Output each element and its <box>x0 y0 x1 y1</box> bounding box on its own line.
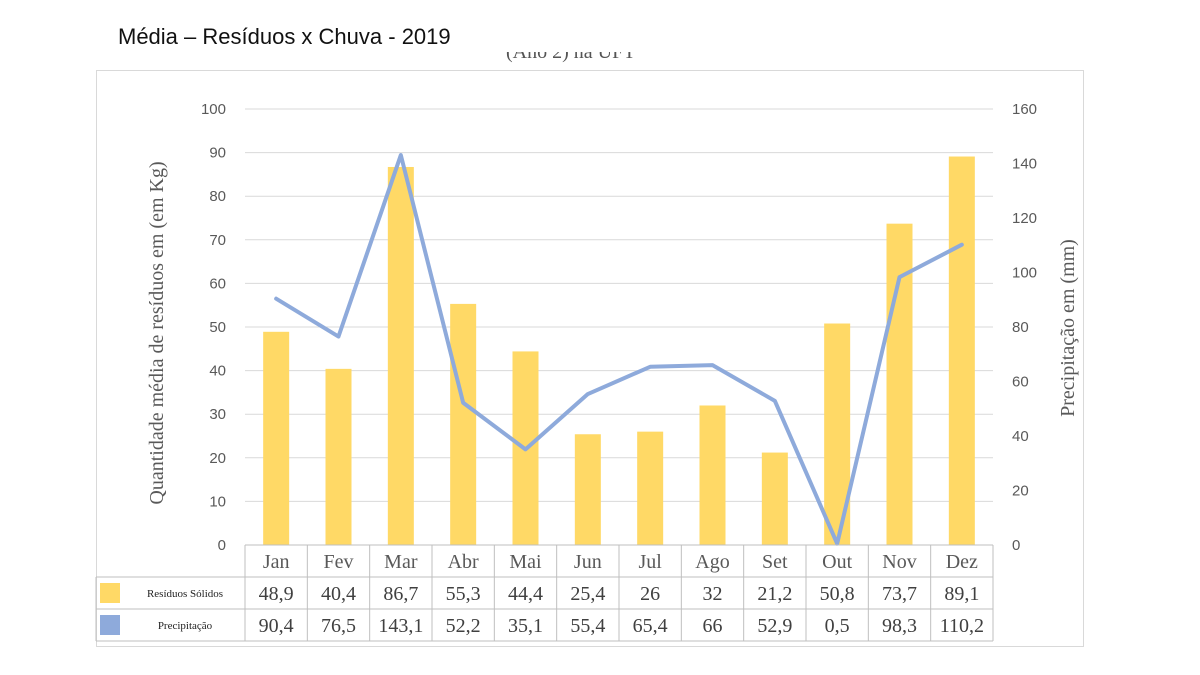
data-label: 50,8 <box>820 583 855 605</box>
x-tick-label: Mai <box>509 551 542 573</box>
y2-tick-label: 80 <box>1012 319 1029 336</box>
bar <box>263 331 290 545</box>
y2-tick-label: 100 <box>1012 265 1037 282</box>
y2-tick-label: 60 <box>1012 374 1029 391</box>
x-tick-label: Fev <box>324 551 354 573</box>
x-tick-label: Out <box>822 551 852 573</box>
data-label: 90,4 <box>259 615 294 637</box>
y-tick-label: 20 <box>209 450 226 467</box>
bar <box>387 166 414 545</box>
data-label: 52,2 <box>446 615 481 637</box>
x-tick-label: Dez <box>946 551 978 573</box>
data-label: 98,3 <box>882 615 917 637</box>
data-label: 89,1 <box>944 583 979 605</box>
data-label: 143,1 <box>378 615 423 637</box>
data-label: 110,2 <box>940 615 984 637</box>
chart-subtitle-text: (Ano 2) na UFT <box>506 52 636 63</box>
data-label: 48,9 <box>259 583 294 605</box>
data-label: 73,7 <box>882 583 917 605</box>
legend-label: Precipitação <box>158 620 213 632</box>
bar <box>699 405 726 545</box>
y2-axis-title: Precipitação em (mm) <box>1057 239 1079 417</box>
y-tick-label: 40 <box>209 363 226 380</box>
y2-tick-label: 0 <box>1012 537 1020 554</box>
bar <box>948 156 975 546</box>
data-label: 76,5 <box>321 615 356 637</box>
bar <box>574 434 601 545</box>
chart-frame <box>96 70 1084 647</box>
data-label: 66 <box>703 615 723 637</box>
data-label: 40,4 <box>321 583 356 605</box>
x-tick-label: Mar <box>384 551 418 573</box>
legend-label: Resíduos Sólidos <box>147 588 223 600</box>
bar <box>325 368 352 545</box>
y-tick-label: 100 <box>201 101 226 118</box>
data-label: 25,4 <box>570 583 605 605</box>
y2-tick-label: 40 <box>1012 428 1029 445</box>
legend-key <box>100 615 120 635</box>
y-axis-title: Quantidade média de resíduos em (em Kg) <box>146 161 168 504</box>
x-tick-label: Abr <box>448 551 479 573</box>
data-label: 86,7 <box>383 583 418 605</box>
data-label: 55,4 <box>570 615 605 637</box>
x-tick-label: Set <box>762 551 788 573</box>
data-label: 44,4 <box>508 583 543 605</box>
page-title: Média – Resíduos x Chuva - 2019 <box>118 24 451 49</box>
bar <box>761 452 788 545</box>
bar <box>450 303 477 545</box>
y-tick-label: 30 <box>209 406 226 423</box>
data-label: 26 <box>640 583 660 605</box>
y-tick-label: 80 <box>209 188 226 205</box>
data-label: 52,9 <box>757 615 792 637</box>
y-tick-label: 70 <box>209 232 226 249</box>
data-label: 55,3 <box>446 583 481 605</box>
data-label: 32 <box>703 583 723 605</box>
chart-subtitle-cropped: (Ano 2) na UFT <box>506 52 676 70</box>
y2-tick-label: 120 <box>1012 210 1037 227</box>
x-tick-label: Jun <box>574 551 602 573</box>
y2-tick-label: 140 <box>1012 156 1037 173</box>
y2-tick-label: 160 <box>1012 101 1037 118</box>
legend-key <box>100 583 120 603</box>
precipitation-line <box>274 153 964 546</box>
y-tick-label: 90 <box>209 145 226 162</box>
y-tick-label: 10 <box>209 493 226 510</box>
data-label: 21,2 <box>757 583 792 605</box>
x-tick-label: Jan <box>263 551 290 573</box>
y-tick-label: 60 <box>209 275 226 292</box>
bar <box>637 431 664 545</box>
x-tick-label: Ago <box>695 551 729 573</box>
data-label: 0,5 <box>825 615 850 637</box>
y-tick-label: 0 <box>218 537 226 554</box>
data-label: 65,4 <box>633 615 668 637</box>
data-label: 35,1 <box>508 615 543 637</box>
x-tick-label: Jul <box>638 551 662 573</box>
y2-tick-label: 20 <box>1012 483 1029 500</box>
y-tick-label: 50 <box>209 319 226 336</box>
x-tick-label: Nov <box>882 551 916 573</box>
